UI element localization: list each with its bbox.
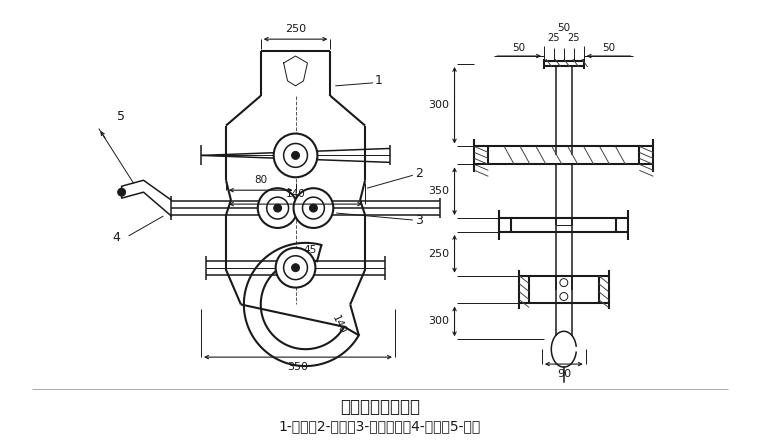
Text: 140: 140: [286, 189, 306, 199]
Text: 350: 350: [287, 362, 309, 372]
Text: 45: 45: [303, 245, 317, 255]
Text: 300: 300: [429, 100, 450, 110]
Circle shape: [274, 204, 282, 212]
Text: 1-吊环；2-耳板；3-销环轴辊；4-销柄；5-拉绳: 1-吊环；2-耳板；3-销环轴辊；4-销柄；5-拉绳: [279, 420, 481, 434]
Circle shape: [118, 188, 125, 196]
Text: 2: 2: [415, 167, 423, 180]
Text: 300: 300: [429, 316, 450, 326]
Circle shape: [258, 188, 297, 228]
Text: 4: 4: [112, 231, 121, 244]
Circle shape: [292, 151, 299, 159]
Text: 3: 3: [415, 213, 423, 227]
Circle shape: [292, 264, 299, 271]
Text: 1: 1: [375, 74, 383, 88]
Text: 80: 80: [254, 175, 268, 185]
Text: 25: 25: [568, 33, 580, 43]
Circle shape: [293, 188, 334, 228]
Text: 50: 50: [602, 43, 615, 53]
Text: 250: 250: [285, 24, 306, 34]
Circle shape: [560, 279, 568, 286]
Circle shape: [267, 197, 289, 219]
Text: 5: 5: [117, 110, 125, 123]
Text: 140: 140: [331, 313, 348, 335]
Text: 90: 90: [557, 369, 571, 379]
Text: 350: 350: [429, 186, 450, 196]
Text: 50: 50: [557, 23, 571, 33]
Circle shape: [274, 134, 318, 177]
Text: 50: 50: [512, 43, 526, 53]
Text: 250: 250: [429, 249, 450, 259]
Circle shape: [283, 143, 308, 167]
Circle shape: [560, 293, 568, 301]
Circle shape: [302, 197, 325, 219]
Circle shape: [276, 248, 315, 288]
Circle shape: [283, 256, 308, 280]
Circle shape: [309, 204, 318, 212]
Text: 强夯自动脱钩器图: 强夯自动脱钩器图: [340, 398, 420, 416]
Text: 25: 25: [548, 33, 560, 43]
